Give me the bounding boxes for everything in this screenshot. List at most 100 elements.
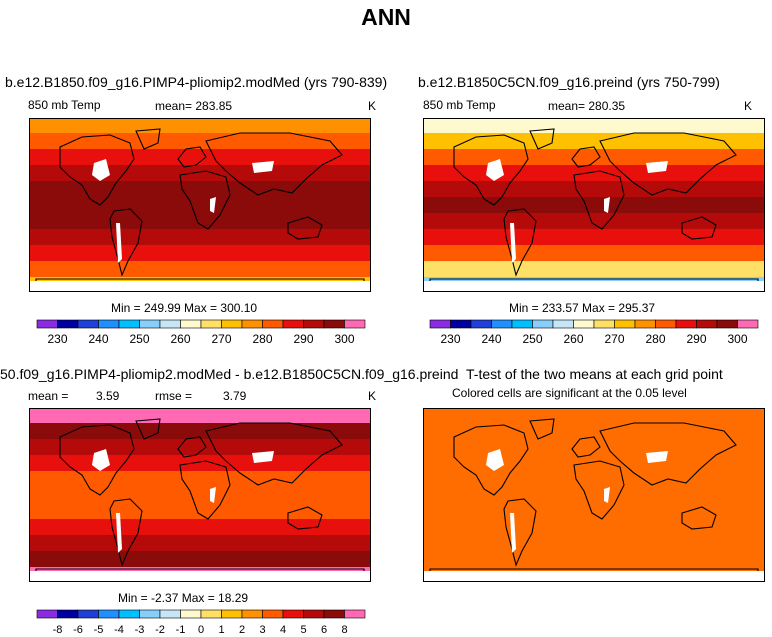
- colorbar-cell-0: [36, 319, 58, 329]
- panel4-title: T-test of the two means at each grid poi…: [466, 366, 723, 382]
- coastline-3: [177, 436, 207, 458]
- colorbar-cell-6: [159, 319, 181, 329]
- panel2-map: [423, 118, 765, 292]
- colorbar-cell-3: [98, 319, 120, 329]
- main-title: ANN: [361, 4, 411, 30]
- panel1-map: [29, 118, 371, 292]
- colorbar-tick-10: 3: [259, 624, 265, 636]
- lat-band-2: [424, 149, 764, 165]
- lat-band-5: [30, 487, 370, 503]
- panel3-map: [29, 408, 371, 582]
- colorbar-cell-12: [282, 319, 304, 329]
- coastline-2: [135, 418, 161, 440]
- colorbar-cell-6: [552, 319, 574, 329]
- colorbar-cell-8: [593, 319, 615, 329]
- colorbar-cell-3: [491, 319, 513, 329]
- panel3-units: K: [368, 389, 377, 403]
- missing-patch-1: [646, 451, 668, 463]
- colorbar-cell-0: [36, 609, 58, 619]
- coastline-4: [179, 170, 231, 230]
- missing-data: [92, 159, 274, 263]
- colorbar-cell-13: [303, 609, 325, 619]
- coastline-0: [453, 134, 529, 206]
- colorbar-tick-5: 280: [645, 332, 665, 346]
- colorbar-cell-14: [323, 319, 345, 329]
- coastline-5: [205, 422, 343, 486]
- panel2-units: K: [744, 99, 753, 113]
- coastline-3: [177, 146, 207, 168]
- coastline-3: [571, 146, 601, 168]
- colorbar-cell-8: [200, 319, 222, 329]
- colorbar-tick-6: -1: [176, 624, 186, 636]
- panel4-map: [423, 408, 765, 582]
- panel3-colorbar: -8 -6 -5 -4 -3 -2 -1 0 1 2 3 4 5 6 8: [36, 609, 367, 637]
- colorbar-cell-1: [57, 609, 79, 619]
- colorbar-cell-15: [737, 319, 759, 329]
- colorbar-cell-2: [470, 319, 492, 329]
- colorbar-tick-9: 2: [239, 624, 245, 636]
- colorbar-tick-4: -3: [135, 624, 145, 636]
- lat-band-5: [424, 197, 764, 213]
- colorbar-cell-7: [573, 319, 595, 329]
- panel4-map-plot: [424, 409, 764, 581]
- significance-field: [424, 409, 764, 581]
- coastlines: [429, 128, 759, 291]
- lat-band-0: [424, 119, 764, 133]
- coastline-0: [59, 134, 135, 206]
- colorbar-cell-3: [98, 609, 120, 619]
- coastline-2: [135, 128, 161, 150]
- lat-band-8: [30, 535, 370, 551]
- antarctica-mask: [30, 281, 370, 291]
- lat-band-5: [30, 197, 370, 213]
- lat-band-4: [424, 181, 764, 197]
- temperature-bands: [424, 119, 764, 291]
- colorbar-tick-12: 5: [300, 624, 306, 636]
- colorbar-cell-5: [139, 319, 161, 329]
- panel1-minmax: Min = 249.99 Max = 300.10: [111, 301, 258, 315]
- panel3-title: 50.f09_g16.PIMP4-pliomip2.modMed - b.e12…: [0, 366, 459, 382]
- colorbar-cell-14: [716, 319, 738, 329]
- missing-patch-3: [604, 197, 610, 213]
- missing-patch-2: [510, 513, 516, 553]
- missing-patch-1: [252, 161, 274, 173]
- missing-patch-0: [92, 159, 110, 181]
- colorbar-tick-0: -8: [53, 624, 63, 636]
- colorbar-tick-5: 280: [252, 332, 272, 346]
- lat-band-3: [424, 165, 764, 181]
- lat-band-7: [30, 519, 370, 535]
- missing-patch-0: [486, 449, 504, 471]
- colorbar-cell-6: [159, 609, 181, 619]
- colorbar-tick-6: 290: [686, 332, 706, 346]
- panel3-colorbar-plot: -8 -6 -5 -4 -3 -2 -1 0 1 2 3 4 5 6 8: [36, 609, 366, 636]
- colorbar-tick-3: 260: [170, 332, 190, 346]
- colorbar-cell-9: [221, 609, 243, 619]
- lat-band-4: [30, 181, 370, 197]
- colorbar-tick-3: -4: [114, 624, 124, 636]
- coastline-5: [599, 422, 737, 486]
- coastline-4: [573, 460, 625, 520]
- lat-band-9: [30, 551, 370, 567]
- colorbar-tick-0: 230: [440, 332, 460, 346]
- coastline-0: [453, 424, 529, 496]
- lat-band-3: [30, 455, 370, 471]
- missing-patch-2: [116, 513, 122, 553]
- missing-patch-3: [604, 487, 610, 503]
- colorbar-cell-13: [303, 319, 325, 329]
- colorbar-cell-2: [77, 609, 99, 619]
- lat-band-3: [30, 165, 370, 181]
- coastline-2: [529, 128, 555, 150]
- missing-patch-3: [210, 487, 216, 503]
- colorbar-tick-2: 250: [129, 332, 149, 346]
- coastline-5: [599, 132, 737, 196]
- colorbar-tick-0: 230: [47, 332, 67, 346]
- panel1-title: b.e12.B1850.f09_g16.PIMP4-pliomip2.modMe…: [5, 74, 388, 90]
- colorbar-tick-3: 260: [563, 332, 583, 346]
- missing-patch-2: [510, 223, 516, 263]
- colorbar-tick-13: 6: [321, 624, 327, 636]
- coastline-6: [287, 506, 323, 530]
- lat-band-0: [30, 119, 370, 133]
- colorbar-tick-7: 0: [198, 624, 204, 636]
- lat-band-4: [30, 471, 370, 487]
- missing-patch-0: [92, 449, 110, 471]
- panel2-title: b.e12.B1850C5CN.f09_g16.preind (yrs 750-…: [418, 74, 720, 90]
